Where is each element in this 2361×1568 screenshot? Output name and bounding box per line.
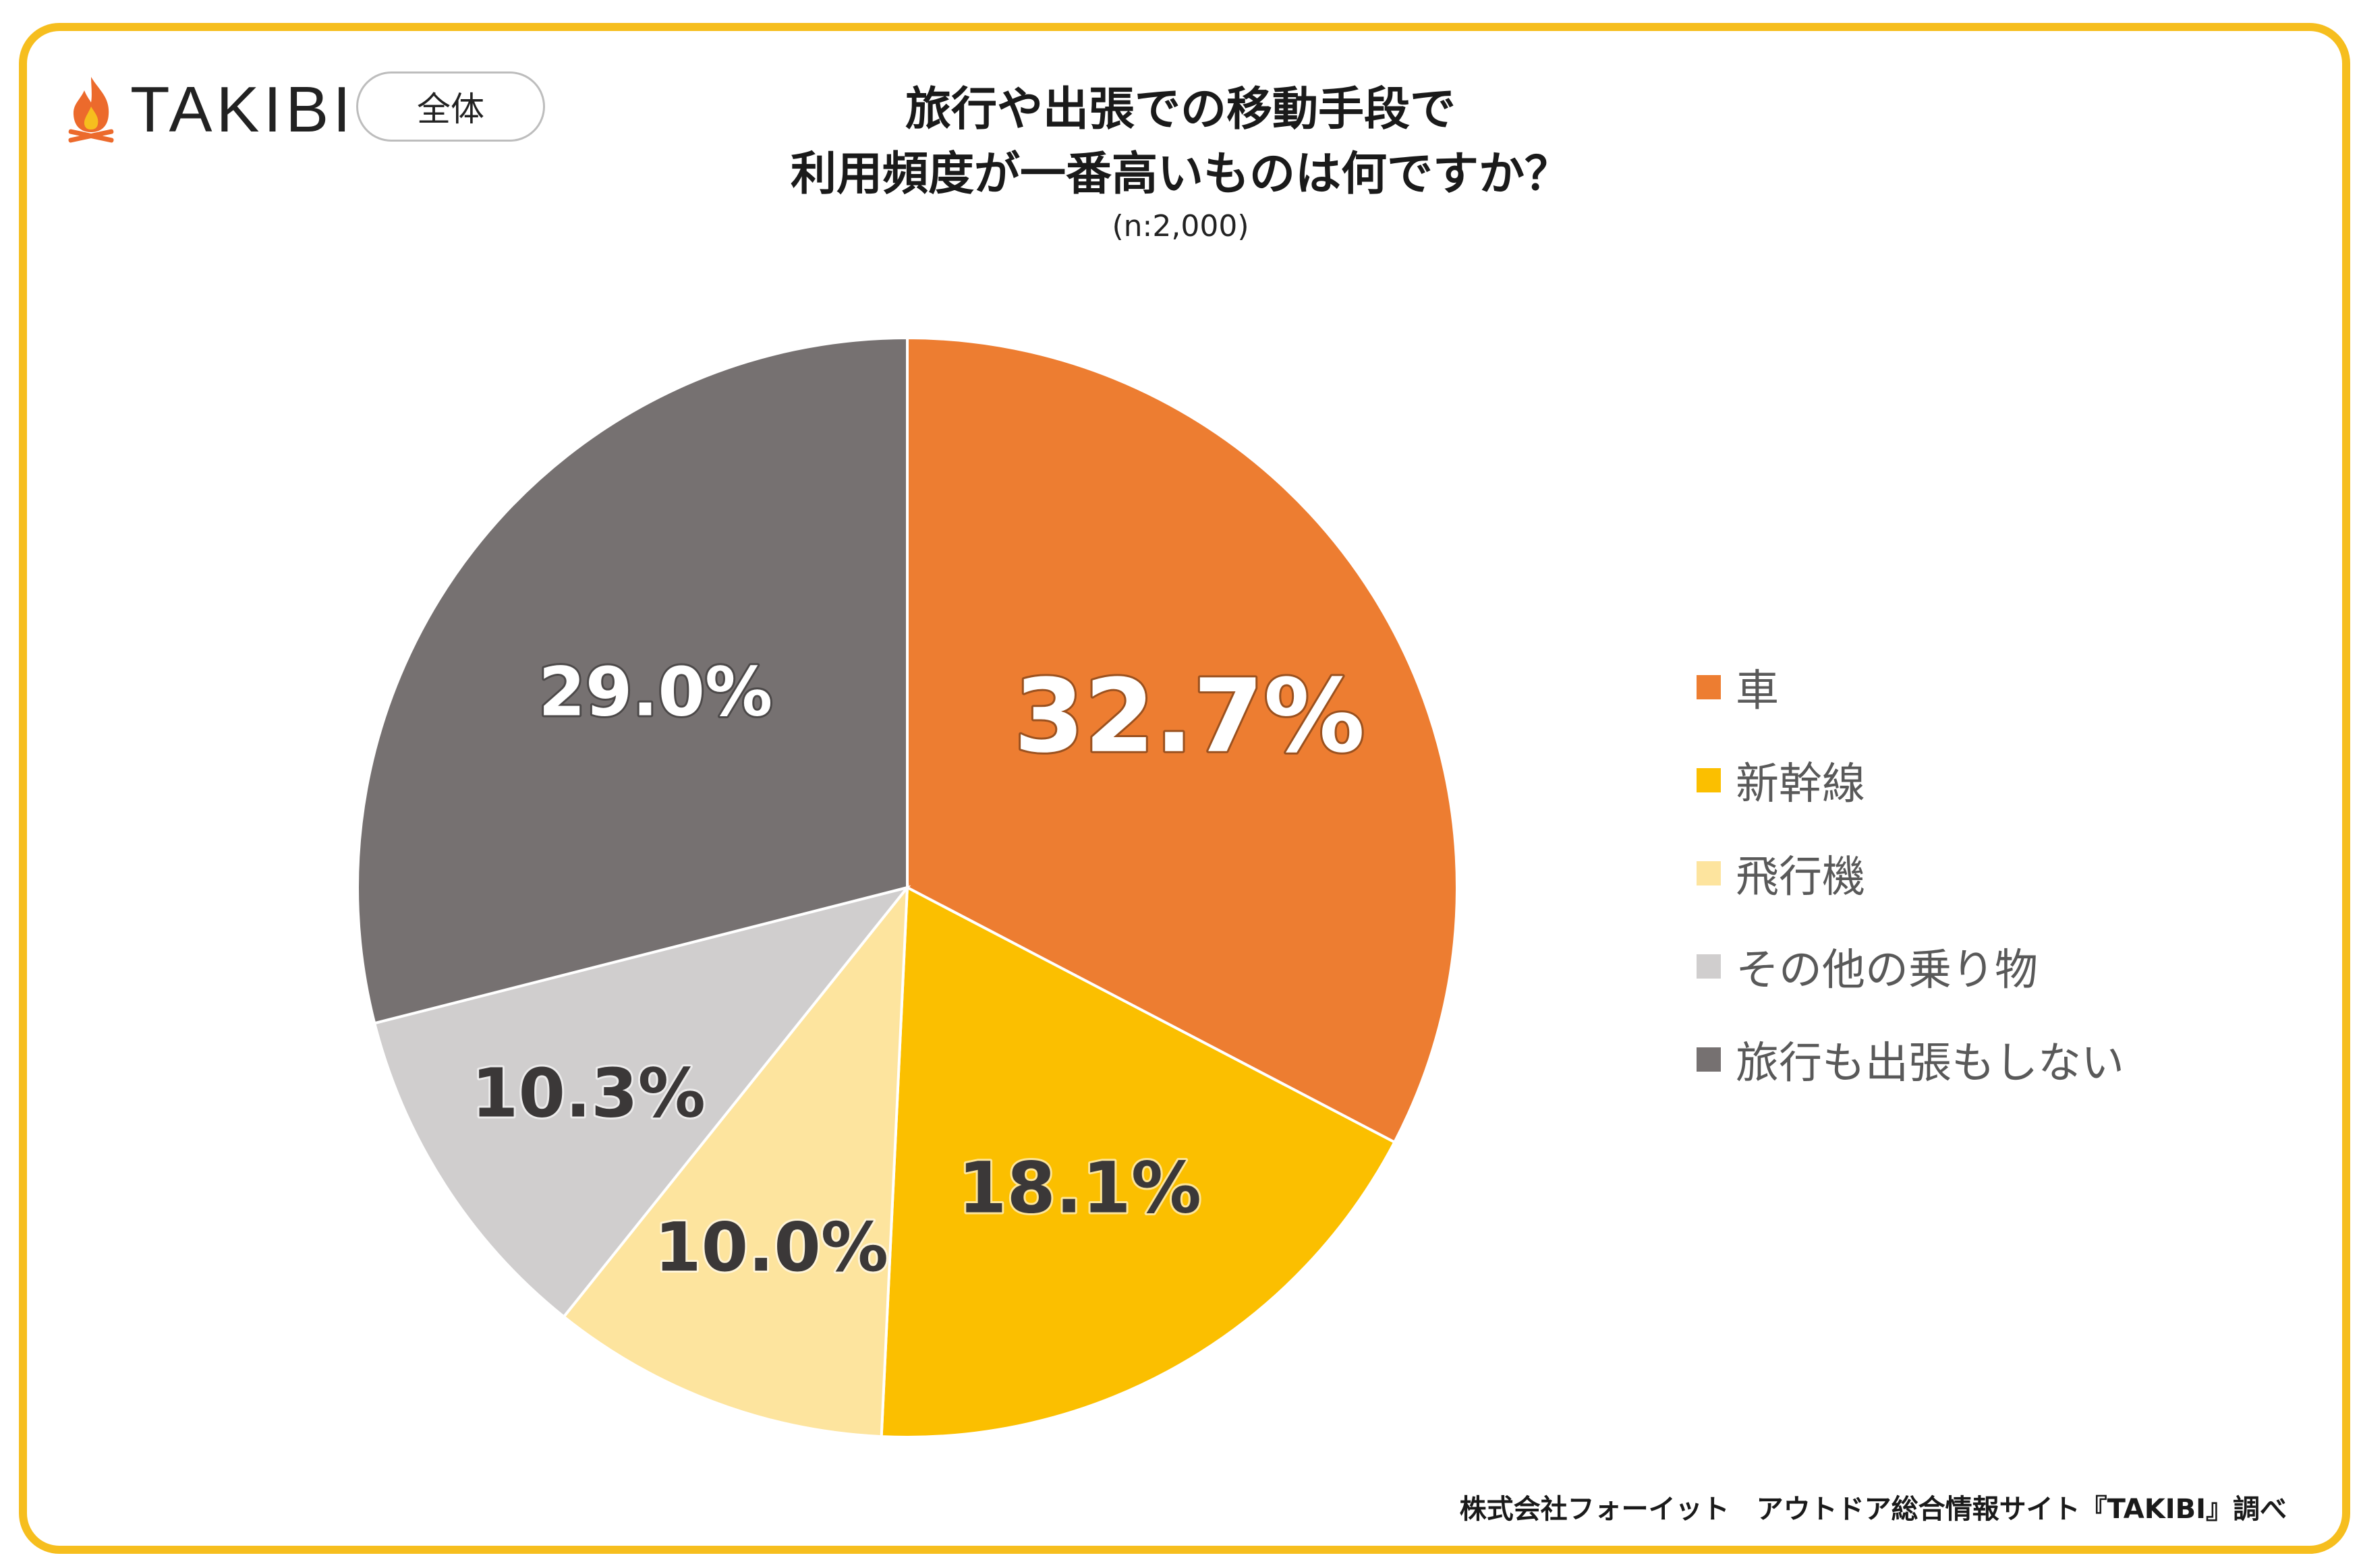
- legend-item-1: 車: [1697, 641, 2124, 734]
- title-line-2: 利用頻度が一番高いものは何ですか？: [790, 148, 1570, 201]
- source-credit: 株式会社フォーイット アウトドア総合情報サイト『TAKIBI』調べ: [1459, 1494, 2287, 1525]
- pie-slice-2: [880, 885, 1396, 1439]
- pie-slice-3: [562, 883, 909, 1439]
- pie-slice-5: [356, 336, 909, 1025]
- legend-item-2: 新幹線: [1697, 734, 2124, 827]
- sample-size: (n:2,000): [1112, 209, 1249, 243]
- takibi-logo: TAKIBI: [64, 73, 355, 147]
- legend-swatch: [1697, 768, 1721, 792]
- slice-label-2: 18.1%: [958, 1146, 1201, 1229]
- pie-slice-4: [372, 885, 911, 1319]
- slice-label-4: 10.3%: [472, 1053, 706, 1132]
- slice-label-5: 29.0%: [538, 652, 772, 731]
- legend-swatch: [1697, 954, 1721, 979]
- legend-item-5: 旅行も出張もしない: [1697, 1013, 2124, 1106]
- legend-label: 旅行も出張もしない: [1736, 1039, 2124, 1088]
- legend-swatch: [1697, 675, 1721, 699]
- legend-item-3: 飛行機: [1697, 827, 2124, 920]
- chart-title: 旅行や出張での移動手段で 利用頻度が一番高いものは何ですか？: [607, 78, 1754, 207]
- legend-swatch: [1697, 861, 1721, 885]
- legend-label: 車: [1736, 666, 1779, 716]
- logo-text: TAKIBI: [130, 74, 355, 146]
- legend-label: 飛行機: [1736, 852, 1865, 902]
- slice-label-3: 10.0%: [654, 1208, 888, 1287]
- legend-label: その他の乗り物: [1736, 946, 2038, 995]
- title-line-1: 旅行や出張での移動手段で: [905, 83, 1456, 136]
- slice-label-1: 32.7%: [1014, 658, 1365, 776]
- segment-badge: 全体: [356, 71, 545, 142]
- legend: 車新幹線飛行機その他の乗り物旅行も出張もしない: [1697, 641, 2124, 1106]
- legend-item-4: その他の乗り物: [1697, 920, 2124, 1013]
- legend-label: 新幹線: [1736, 759, 1865, 809]
- legend-swatch: [1697, 1047, 1721, 1072]
- pie-slice-1: [906, 336, 1458, 1144]
- campfire-icon: [68, 77, 114, 143]
